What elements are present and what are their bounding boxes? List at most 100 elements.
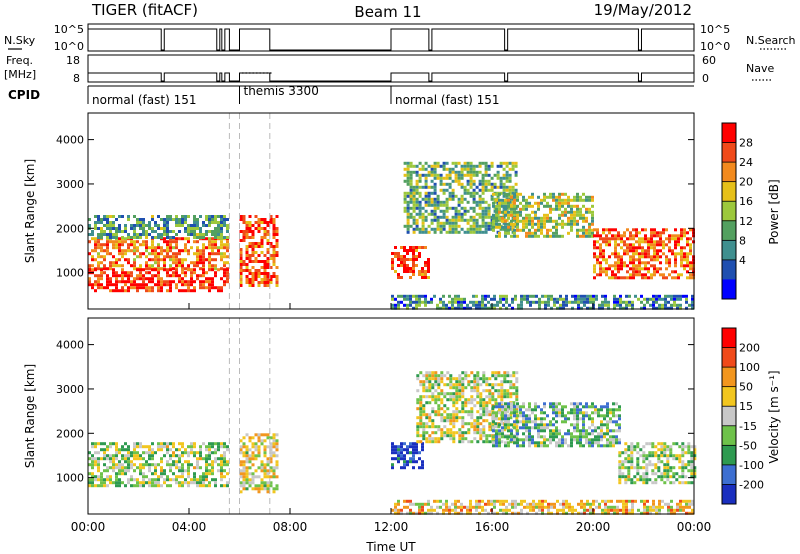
heatmap-cell xyxy=(454,164,458,168)
heatmap-cell xyxy=(166,249,169,253)
heatmap-cell xyxy=(130,264,133,268)
heatmap-cell xyxy=(406,460,409,464)
heatmap-cell xyxy=(531,408,534,412)
heatmap-cell xyxy=(193,215,196,218)
heatmap-cell xyxy=(136,249,139,253)
heatmap-cell xyxy=(187,264,190,268)
heatmap-cell xyxy=(507,198,510,202)
heatmap-cell xyxy=(103,215,106,218)
heatmap-cell xyxy=(651,451,655,455)
heatmap-cell xyxy=(166,230,169,233)
heatmap-cell xyxy=(97,283,100,287)
heatmap-cell xyxy=(181,271,184,275)
heatmap-cell xyxy=(506,380,510,384)
heatmap-cell xyxy=(585,207,588,211)
heatmap-cell xyxy=(448,221,452,225)
heatmap-cell xyxy=(251,445,255,449)
heatmap-cell xyxy=(635,249,638,253)
heatmap-cell xyxy=(424,215,428,219)
heatmap-cell xyxy=(488,401,492,405)
heatmap-cell xyxy=(421,267,424,270)
heatmap-cell xyxy=(466,505,469,509)
heatmap-cell xyxy=(487,221,491,225)
heatmap-cell xyxy=(397,445,400,449)
heatmap-cell xyxy=(555,432,558,436)
heatmap-cell xyxy=(181,472,184,476)
heatmap-cell xyxy=(478,164,482,168)
heatmap-cell xyxy=(103,258,106,262)
heatmap-cell xyxy=(169,289,172,293)
heatmap-cell xyxy=(427,194,431,198)
heatmap-cell xyxy=(528,219,531,223)
heatmap-cell xyxy=(202,258,205,262)
heatmap-cell xyxy=(406,167,410,171)
heatmap-cell xyxy=(148,481,151,485)
heatmap-cell xyxy=(510,207,513,211)
heatmap-cell xyxy=(507,231,510,235)
heatmap-cell xyxy=(573,435,576,439)
heatmap-cell xyxy=(199,249,202,253)
heatmap-cell xyxy=(567,444,570,448)
heatmap-cell xyxy=(479,383,483,387)
heatmap-cell xyxy=(577,303,580,307)
heatmap-cell xyxy=(513,405,516,409)
heatmap-cell xyxy=(671,237,674,241)
heatmap-cell xyxy=(169,258,172,262)
heatmap-cell xyxy=(266,221,270,224)
heatmap-cell xyxy=(163,218,166,221)
heatmap-cell xyxy=(211,451,214,455)
heatmap-cell xyxy=(451,194,455,198)
heatmap-cell xyxy=(451,306,454,310)
heatmap-cell xyxy=(492,444,495,448)
heatmap-cell xyxy=(513,411,516,415)
heatmap-cell xyxy=(535,294,538,298)
heatmap-cell xyxy=(193,466,196,470)
heatmap-cell xyxy=(591,198,594,202)
heatmap-cell xyxy=(178,466,181,470)
heatmap-cell xyxy=(609,435,612,439)
heatmap-cell xyxy=(469,499,472,503)
heatmap-cell xyxy=(663,475,667,479)
heatmap-cell xyxy=(166,255,169,259)
heatmap-cell xyxy=(666,457,670,461)
heatmap-cell xyxy=(667,511,670,515)
heatmap-cell xyxy=(481,173,485,177)
heatmap-cell xyxy=(127,451,130,455)
heatmap-cell xyxy=(94,224,97,227)
heatmap-cell xyxy=(133,236,136,239)
heatmap-cell xyxy=(540,216,543,220)
heatmap-cell xyxy=(431,440,435,444)
heatmap-cell xyxy=(433,200,437,204)
heatmap-cell xyxy=(668,261,671,265)
heatmap-cell xyxy=(451,224,455,228)
heatmap-cell xyxy=(600,423,603,427)
heatmap-cell xyxy=(422,413,426,417)
heatmap-cell xyxy=(127,481,130,485)
heatmap-cell xyxy=(661,306,664,310)
heatmap-cell xyxy=(127,218,130,221)
heatmap-cell xyxy=(543,405,546,409)
heatmap-cell xyxy=(690,460,694,464)
x-tick-label: 00:00 xyxy=(71,520,106,534)
heatmap-cell xyxy=(418,255,421,258)
heatmap-cell xyxy=(674,243,677,247)
heatmap-cell xyxy=(166,246,169,250)
heatmap-cell xyxy=(586,502,589,506)
heatmap-cell xyxy=(142,224,145,227)
heatmap-cell xyxy=(248,457,252,461)
heatmap-cell xyxy=(112,227,115,230)
heatmap-cell xyxy=(519,405,522,409)
heatmap-cell xyxy=(472,200,476,204)
heatmap-cell xyxy=(643,511,646,515)
heatmap-cell xyxy=(208,472,211,476)
heatmap-cell xyxy=(622,300,625,304)
heatmap-cell xyxy=(616,505,619,509)
colorbar-segment xyxy=(722,201,736,222)
heatmap-cell xyxy=(522,432,525,436)
heatmap-cell xyxy=(223,457,226,461)
heatmap-cell xyxy=(504,207,507,211)
heatmap-cell xyxy=(205,466,208,470)
heatmap-cell xyxy=(94,475,97,479)
heatmap-cell xyxy=(254,469,258,473)
heatmap-cell xyxy=(166,274,169,278)
